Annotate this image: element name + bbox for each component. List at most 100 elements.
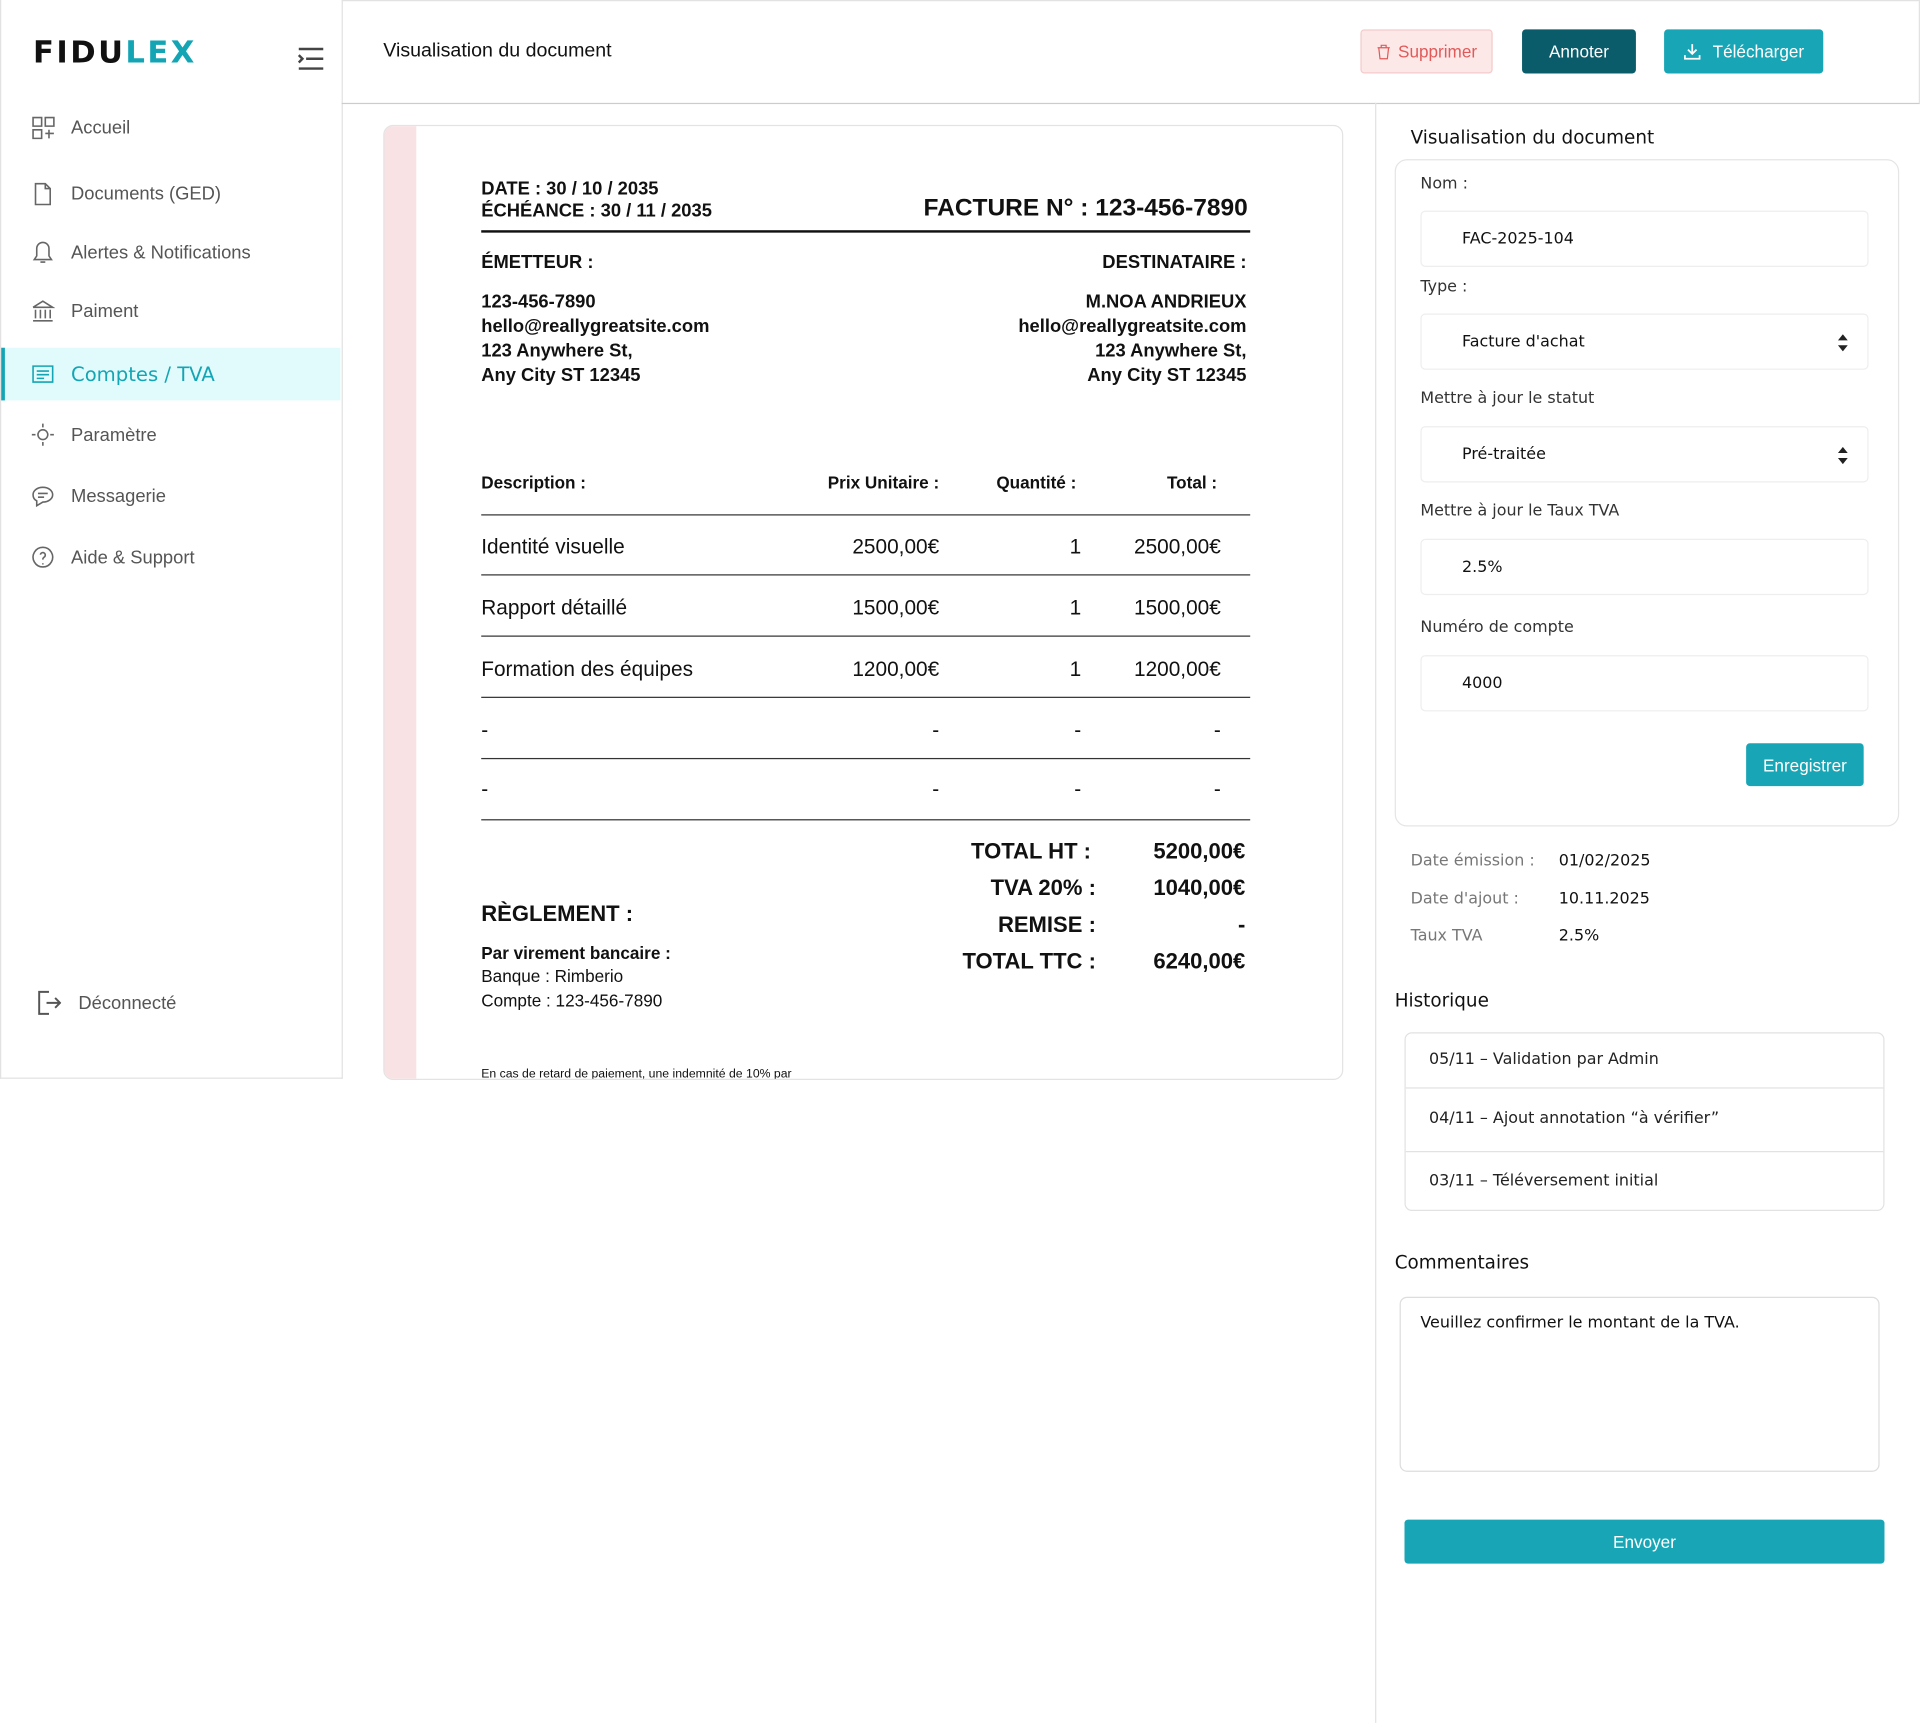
download-label: Télécharger — [1712, 41, 1805, 62]
document-card: DATE : 30 / 10 / 2035 ÉCHÉANCE : 30 / 11… — [383, 124, 1344, 1081]
field-input[interactable]: 4000 — [1420, 655, 1869, 712]
cell-description: Rapport détaillé — [481, 596, 628, 620]
total-label: REMISE : — [997, 912, 1096, 937]
nav-icon — [31, 423, 54, 446]
invoice-footer: En cas de retard de paiement, une indemn… — [481, 1067, 792, 1081]
nav-label: Messagerie — [71, 485, 166, 507]
invoice-number: FACTURE N° : 123-456-7890 — [923, 194, 1248, 222]
nav-icon — [32, 365, 54, 383]
nav-item[interactable]: Documents (GED) — [31, 181, 222, 206]
field-value: FAC-2025-104 — [1462, 229, 1574, 248]
nav-label: Accueil — [71, 116, 131, 138]
issuer-heading: ÉMETTEUR : — [481, 252, 594, 274]
field-input[interactable]: FAC-2025-104 — [1420, 210, 1869, 267]
meta-value: 10.11.2025 — [1558, 890, 1650, 909]
history-title: Historique — [1394, 989, 1489, 1012]
rule — [481, 574, 1251, 576]
nav-active — [1, 347, 341, 401]
field-label: Mettre à jour le statut — [1420, 389, 1595, 408]
payment-bank: Banque : Rimberio — [481, 966, 624, 986]
col-header: Description : — [481, 472, 587, 493]
col-header: Prix Unitaire : — [827, 472, 940, 493]
logout-label: Déconnecté — [78, 992, 177, 1014]
cell-quantity: 1 — [1069, 535, 1082, 559]
invoice-due: ÉCHÉANCE : 30 / 11 / 2035 — [481, 200, 712, 222]
invoice: DATE : 30 / 10 / 2035 ÉCHÉANCE : 30 / 11… — [384, 126, 1342, 1081]
payment-method: Par virement bancaire : — [481, 942, 671, 963]
cell-quantity: 1 — [1069, 657, 1082, 681]
recipient-line: 123 Anywhere St, — [1095, 340, 1247, 362]
send-button[interactable]: Envoyer — [1404, 1519, 1885, 1564]
cell-quantity: 1 — [1069, 596, 1082, 620]
recipient-line: M.NOA ANDRIEUX — [1085, 291, 1247, 313]
comments-title: Commentaires — [1394, 1251, 1530, 1274]
issuer-line: hello@reallygreatsite.com — [481, 315, 710, 337]
comment-text: Veuillez confirmer le montant de la TVA. — [1420, 1313, 1740, 1333]
header — [341, 0, 1920, 105]
rule — [481, 230, 1251, 233]
cell-total: - — [1213, 777, 1221, 801]
cell-total: 1500,00€ — [1133, 596, 1221, 620]
logo-dark: FIDU — [33, 34, 126, 70]
save-button[interactable]: Enregistrer — [1746, 743, 1864, 787]
nav-label: Paramètre — [71, 424, 157, 446]
delete-button[interactable]: Supprimer — [1360, 29, 1493, 74]
meta-label: Taux TVA — [1410, 926, 1483, 946]
nav-icon — [32, 486, 54, 508]
comment-box[interactable] — [1399, 1296, 1880, 1472]
field-label: Numéro de compte — [1420, 618, 1574, 637]
cell-total: 1200,00€ — [1133, 657, 1221, 681]
cell-description: Formation des équipes — [481, 657, 693, 681]
history-divider — [1405, 1151, 1884, 1153]
nav-label: Aide & Support — [71, 546, 195, 568]
cell-description: - — [481, 777, 489, 801]
nav-item[interactable]: Comptes / TVA — [31, 361, 215, 385]
cell-total: - — [1213, 718, 1221, 743]
history-item: 03/11 – Téléversement initial — [1428, 1171, 1659, 1191]
menu-toggle[interactable] — [297, 47, 325, 71]
nav-icon — [32, 546, 54, 568]
rule — [481, 757, 1251, 760]
document-margin — [384, 126, 417, 1079]
rule — [481, 635, 1251, 637]
nav-item[interactable]: Accueil — [31, 115, 131, 140]
cell-total: 2500,00€ — [1133, 535, 1221, 559]
nav-item[interactable]: Aide & Support — [31, 545, 195, 569]
field-value: 2.5% — [1462, 557, 1503, 577]
save-label: Enregistrer — [1762, 754, 1847, 775]
field-label: Nom : — [1420, 175, 1468, 194]
panel-divider — [1375, 102, 1377, 1723]
form-card — [1394, 159, 1900, 827]
nav-icon — [32, 116, 55, 140]
field-input[interactable]: 2.5% — [1420, 538, 1869, 596]
field-value: 4000 — [1462, 674, 1503, 693]
col-header: Quantité : — [996, 472, 1077, 493]
payment-account: Compte : 123-456-7890 — [481, 990, 663, 1011]
cell-quantity: - — [1074, 718, 1082, 743]
logout[interactable]: Déconnecté — [37, 989, 177, 1016]
rule — [481, 696, 1251, 698]
history-list — [1404, 1032, 1885, 1212]
cell-price: 2500,00€ — [852, 535, 940, 559]
download-button[interactable]: Télécharger — [1664, 29, 1824, 74]
recipient-line: Any City ST 12345 — [1087, 364, 1247, 386]
panel-title: Visualisation du document — [1410, 126, 1655, 149]
nav-item[interactable]: Paiment — [31, 299, 138, 323]
cell-quantity: - — [1074, 777, 1082, 801]
field-input[interactable]: Pré-traitée — [1420, 426, 1869, 483]
payment-heading: RÈGLEMENT : — [481, 901, 634, 926]
nav-item[interactable]: Alertes & Notifications — [31, 240, 251, 264]
send-label: Envoyer — [1613, 1531, 1676, 1552]
meta-value: 01/02/2025 — [1558, 852, 1651, 871]
annotate-button[interactable]: Annoter — [1522, 29, 1636, 74]
nav-label: Documents (GED) — [71, 183, 222, 204]
nav-item[interactable]: Paramètre — [31, 422, 157, 446]
nav-item[interactable]: Messagerie — [31, 484, 166, 508]
nav-label: Comptes / TVA — [71, 361, 215, 386]
issuer-line: 123 Anywhere St, — [481, 340, 633, 362]
select-arrows — [1837, 446, 1848, 465]
history-item: 05/11 – Validation par Admin — [1428, 1050, 1659, 1069]
issuer-line: 123-456-7890 — [481, 291, 596, 313]
field-input[interactable]: Facture d'achat — [1420, 313, 1869, 370]
